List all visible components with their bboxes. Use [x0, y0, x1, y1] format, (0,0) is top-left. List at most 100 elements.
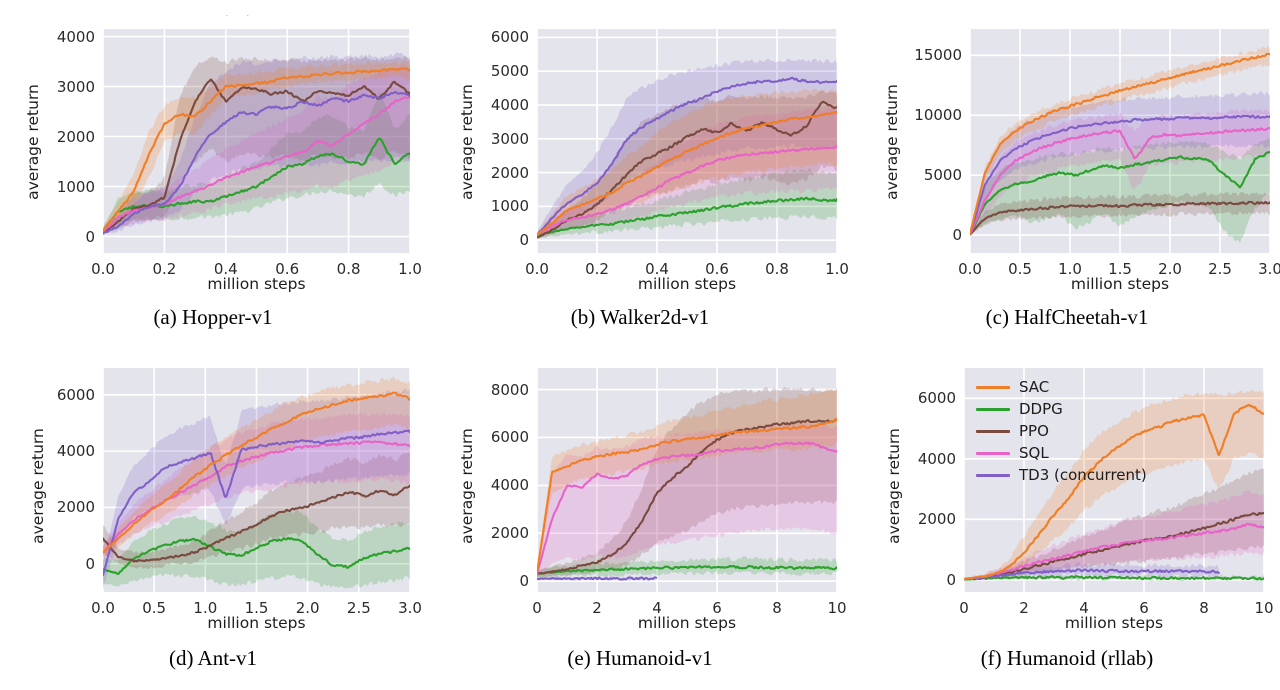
legend-label: TD3 (concurrent) — [1019, 466, 1147, 484]
y-tick-label: 8000 — [490, 380, 529, 399]
plot-area — [537, 29, 837, 253]
legend-item[interactable]: SQL — [976, 443, 1147, 463]
x-tick-label: 0.6 — [705, 260, 729, 278]
panel-caption: (a) Hopper-v1 — [153, 305, 273, 329]
y-tick-label: 5000 — [490, 62, 529, 81]
y-tick-label: 4000 — [490, 476, 529, 495]
x-tick-label: 0.4 — [213, 260, 238, 278]
panel-walker2d-plot: average return 0 1000 2000 3000 4000 5000 6000… — [427, 0, 853, 300]
y-tick-label: 2000 — [917, 510, 956, 529]
panel-caption: (d) Ant-v1 — [168, 646, 258, 670]
series-layer — [103, 368, 410, 592]
clipped-title-artifact-a: . . — [225, 12, 265, 16]
y-tick-label: 0 — [85, 554, 95, 573]
x-tick-label: 0 — [959, 599, 969, 617]
legend-color-swatch — [976, 451, 1010, 455]
y-tick-label: 0 — [946, 570, 956, 589]
y-tick-label: 2000 — [490, 524, 529, 543]
x-tick-label: 0.6 — [275, 260, 300, 278]
x-tick-label: 4 — [652, 599, 662, 617]
legend-item[interactable]: SAC — [976, 377, 1147, 397]
y-axis-label: average return — [885, 428, 903, 544]
panel-caption: (e) Humanoid-v1 — [567, 646, 713, 670]
x-tick-label: 6 — [712, 599, 722, 617]
x-tick-label: 10 — [1254, 599, 1274, 617]
x-tick-label: 2.5 — [1208, 260, 1232, 278]
x-tick-label: 1.5 — [244, 599, 269, 617]
panel-halfcheetah-plot: average return 0 5000 10000 15000 0.0 0.5 1.0… — [854, 0, 1280, 300]
legend-item[interactable]: DDPG — [976, 399, 1147, 419]
y-tick-label: 4000 — [56, 442, 95, 461]
y-tick-label: 6000 — [56, 385, 95, 404]
x-axis-label: million steps — [1070, 275, 1170, 293]
x-tick-label: 0.5 — [1008, 260, 1032, 278]
y-tick-label: 2000 — [56, 127, 95, 146]
x-tick-label: 2.0 — [295, 599, 320, 617]
legend-label: SQL — [1019, 444, 1049, 462]
x-tick-label: 0.5 — [142, 599, 167, 617]
x-tick-label: 2.0 — [1158, 260, 1182, 278]
legend-color-swatch — [976, 473, 1010, 477]
plot-area — [537, 368, 837, 592]
y-tick-label: 2000 — [56, 498, 95, 517]
x-axis-label: million steps — [207, 614, 306, 632]
y-tick-label: 1000 — [56, 177, 95, 196]
y-axis-label: average return — [883, 84, 901, 200]
y-tick-label: 3000 — [490, 129, 529, 148]
x-tick-label: 3.0 — [1258, 260, 1280, 278]
plot-area — [103, 368, 410, 592]
x-tick-label: 8 — [1199, 599, 1209, 617]
legend-label: PPO — [1019, 422, 1049, 440]
panel-ant-plot: average return 0 2000 4000 6000 0.0 0.5 1.0 1.… — [0, 344, 426, 644]
x-tick-label: 0.0 — [958, 260, 982, 278]
x-axis-label: million steps — [1064, 614, 1164, 632]
series-layer — [964, 368, 1264, 592]
x-tick-label: 6 — [1139, 599, 1149, 617]
y-tick-label: 0 — [952, 226, 962, 245]
y-tick-label: 2000 — [490, 163, 529, 182]
y-tick-label: 15000 — [914, 46, 962, 65]
x-tick-label: 8 — [772, 599, 782, 617]
x-tick-label: 0.2 — [585, 260, 609, 278]
panel-ant: average return 0 2000 4000 6000 0.0 0.5 1.0 1.… — [0, 344, 426, 688]
series-layer — [537, 29, 837, 253]
x-axis-label: million steps — [207, 275, 306, 293]
plot-area — [970, 29, 1270, 253]
x-tick-label: 0.2 — [152, 260, 177, 278]
y-tick-label: 6000 — [490, 28, 529, 47]
series-layer — [103, 29, 410, 253]
x-tick-label: 2 — [592, 599, 602, 617]
panel-humanoid-plot: average return 0 2000 4000 6000 8000 0 2 4 6 8 10… — [427, 344, 853, 644]
legend-item[interactable]: TD3 (concurrent) — [976, 465, 1147, 485]
legend: SAC DDPG PPO SQL TD3 (concurrent) — [970, 373, 1153, 489]
y-tick-label: 6000 — [917, 389, 956, 408]
y-tick-label: 5000 — [923, 166, 962, 185]
legend-item[interactable]: PPO — [976, 421, 1147, 441]
y-tick-label: 4000 — [917, 449, 956, 468]
x-tick-label: 10 — [827, 599, 847, 617]
y-tick-label: 10000 — [914, 106, 962, 125]
y-tick-label: 0 — [519, 572, 529, 591]
panel-halfcheetah: average return 0 5000 10000 15000 0.0 0.5 1.0… — [854, 0, 1280, 344]
x-tick-label: 4 — [1079, 599, 1089, 617]
x-tick-label: 0.8 — [336, 260, 361, 278]
legend-label: SAC — [1019, 378, 1050, 396]
x-tick-label: 1.0 — [1058, 260, 1082, 278]
y-tick-label: 1000 — [490, 197, 529, 216]
x-axis-label: million steps — [637, 275, 737, 293]
legend-color-swatch — [976, 429, 1010, 433]
x-tick-label: 0.0 — [91, 260, 115, 278]
series-layer — [537, 368, 837, 592]
x-tick-label: 1.0 — [398, 260, 422, 278]
x-tick-label: 0 — [532, 599, 542, 617]
y-tick-label: 6000 — [490, 428, 529, 447]
y-tick-label: 3000 — [56, 77, 95, 96]
panel-caption: (c) HalfCheetah-v1 — [985, 305, 1149, 329]
panel-caption: (b) Walker2d-v1 — [570, 305, 710, 329]
legend-label: DDPG — [1019, 400, 1063, 418]
